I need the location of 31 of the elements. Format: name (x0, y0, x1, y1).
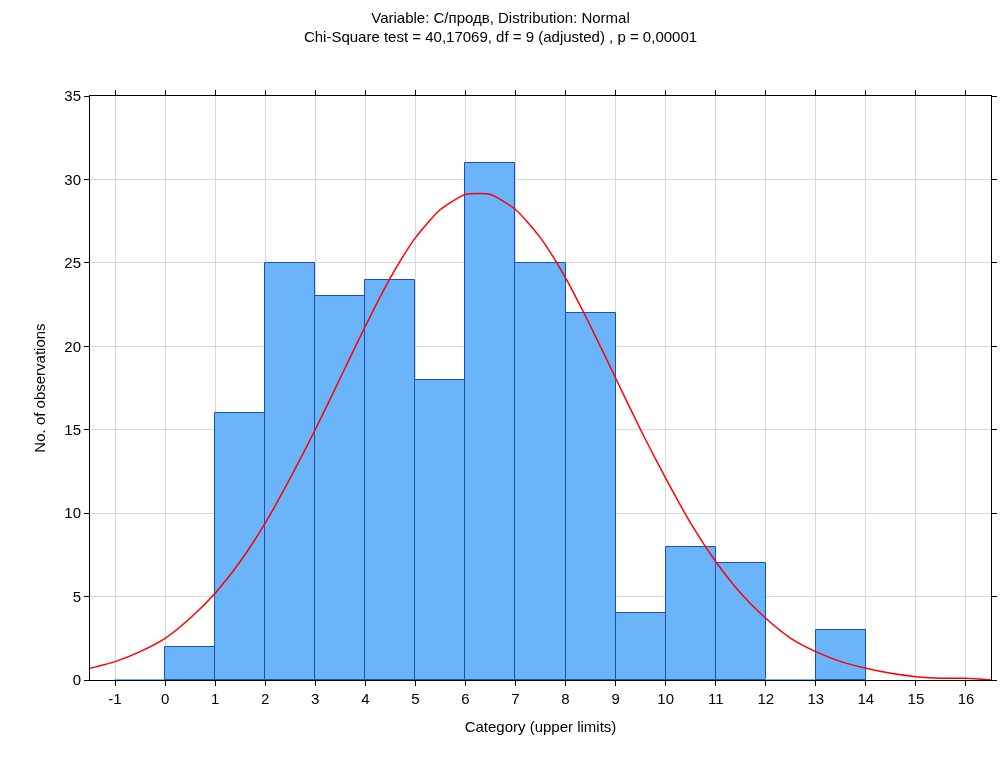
y-tick-label: 35 (64, 87, 81, 105)
y-tick-label: 15 (64, 420, 81, 438)
x-tick-label: 8 (561, 690, 570, 707)
y-tick-label: 25 (64, 254, 81, 272)
x-tick-label: 6 (461, 690, 470, 707)
x-tick-label: 16 (957, 690, 975, 707)
x-tick-label: 5 (411, 690, 420, 707)
x-tick-label: 14 (857, 690, 875, 707)
x-tick-label: 7 (511, 690, 520, 707)
y-tick-label: 10 (64, 504, 81, 522)
x-tick-label: 2 (261, 690, 270, 707)
y-tick-label: 30 (64, 170, 81, 188)
x-tick-label: 12 (757, 690, 775, 707)
x-tick-label: 11 (707, 690, 724, 707)
x-tick-label: 4 (361, 690, 370, 707)
x-tick-label: 13 (807, 690, 825, 707)
y-tick-label: 5 (72, 587, 81, 605)
line-series (90, 192, 991, 680)
x-tick-label: 15 (907, 690, 925, 707)
x-tick-label: 9 (611, 690, 620, 707)
x-tick-label: 1 (210, 690, 220, 707)
x-tick-label: -1 (108, 690, 122, 707)
y-tick-label: 20 (64, 337, 81, 355)
chart-title: Variable: С/продв, Distribution: Normal (371, 8, 630, 26)
y-tick-label: 0 (72, 671, 81, 689)
x-tick-label: 0 (160, 690, 170, 707)
x-tick-label: 3 (311, 690, 320, 707)
chart-subtitle: Chi-Square test = 40,17069, df = 9 (adjusted) , p = 0,00001 (303, 28, 698, 46)
x-axis-title: Category (upper limits) (464, 718, 617, 735)
y-axis-title: No. of observations (30, 323, 48, 453)
x-tick-label: 10 (657, 690, 674, 707)
